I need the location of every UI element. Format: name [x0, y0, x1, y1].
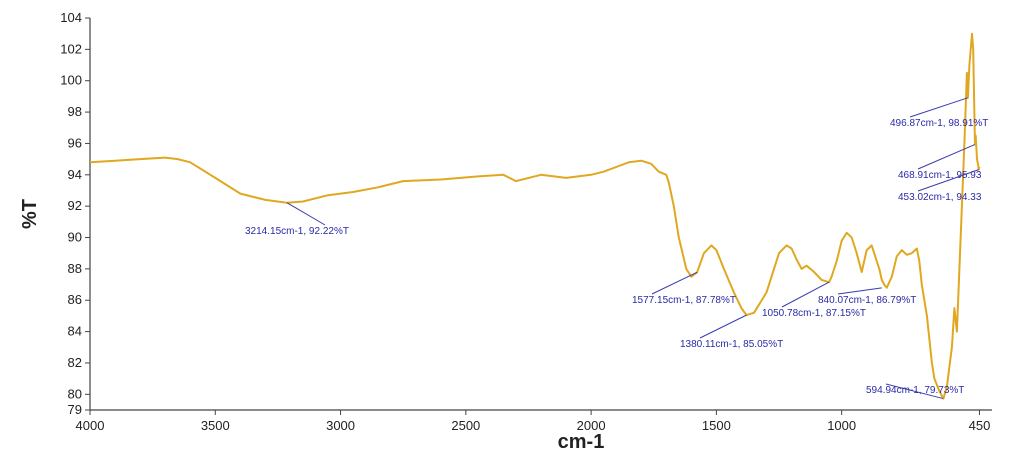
peak-label: 496.87cm-1, 98.91%T [890, 118, 988, 129]
x-tick-label: 1000 [827, 418, 856, 433]
peak-leader-line [781, 281, 830, 308]
x-tick-label: 2000 [577, 418, 606, 433]
y-axis-title: %T [19, 199, 41, 229]
y-tick-label: 84 [68, 324, 82, 339]
peak-leader-line [699, 314, 747, 339]
x-tick-label: 2500 [451, 418, 480, 433]
y-tick-label: 104 [60, 10, 82, 25]
peak-leader-line [837, 287, 882, 295]
peak-leader-line [909, 97, 968, 118]
peak-label: 1380.11cm-1, 85.05%T [680, 339, 783, 350]
peak-label: 1577.15cm-1, 87.78%T [632, 295, 736, 306]
peak-label: 840.07cm-1, 86.79%T [818, 295, 916, 306]
y-tick-label: 92 [68, 198, 82, 213]
y-tick-label: 98 [68, 104, 82, 119]
y-tick-label: 82 [68, 355, 82, 370]
y-tick-label: 79 [68, 402, 82, 417]
chart-axes [89, 18, 992, 411]
peak-leader-line [885, 383, 944, 400]
x-axis-title: cm-1 [558, 431, 605, 453]
y-tick-label: 90 [68, 230, 82, 245]
y-tick-label: 88 [68, 261, 82, 276]
x-tick-label: 1500 [702, 418, 731, 433]
x-tick-label: 3500 [201, 418, 230, 433]
y-tick-label: 94 [68, 167, 82, 182]
x-axis-ticks: 4000 3500 3000 2500 2000 1500 1000 450 [76, 410, 991, 433]
peak-leader-line [917, 144, 975, 170]
y-tick-label: 80 [68, 386, 82, 401]
peak-annotations: 3214.15cm-1, 92.22%T 1577.15cm-1, 87.78%T… [245, 97, 988, 400]
x-tick-label: 3000 [326, 418, 355, 433]
y-tick-label: 100 [60, 73, 82, 88]
x-tick-label: 450 [969, 418, 991, 433]
x-tick-label: 4000 [76, 418, 105, 433]
peak-leader-line [286, 202, 326, 226]
spectrum-series [89, 32, 981, 400]
spectrum-line [89, 32, 981, 400]
peak-label: 594.94cm-1, 79.73%T [866, 385, 964, 396]
y-tick-label: 96 [68, 135, 82, 150]
peak-leader-line [651, 271, 698, 295]
y-tick-label: 102 [60, 41, 82, 56]
peak-label: 453.02cm-1, 94.33 [898, 192, 982, 203]
peak-leader-line [917, 169, 979, 192]
y-tick-label: 86 [68, 292, 82, 307]
peak-label: 3214.15cm-1, 92.22%T [245, 226, 349, 237]
peak-label: 468.91cm-1, 95.93 [898, 170, 982, 181]
peak-label: 1050.78cm-1, 87.15%T [762, 308, 866, 319]
